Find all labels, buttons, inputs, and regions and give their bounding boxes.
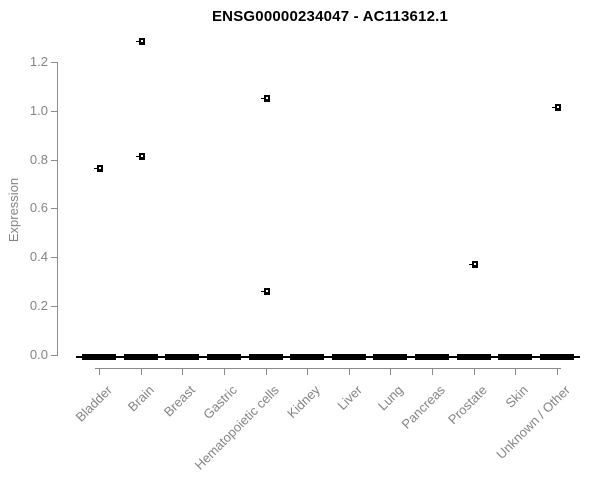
box-median-bar	[124, 354, 158, 360]
chart-title: ENSG00000234047 - AC113612.1	[211, 8, 449, 25]
outlier-left-tick	[552, 107, 555, 108]
y-tick-label: 1.0	[29, 103, 48, 118]
y-tick-label: 0.0	[29, 347, 48, 362]
y-tick-mark	[51, 257, 57, 258]
y-tick-label: 0.6	[29, 200, 48, 215]
box-median-bar	[457, 354, 491, 360]
outlier-square	[139, 38, 145, 45]
x-tick-mark	[557, 368, 558, 375]
x-tick-mark	[349, 368, 350, 375]
x-tick-mark	[99, 368, 100, 375]
outlier-left-tick	[136, 156, 139, 157]
box-median-bar	[290, 354, 324, 360]
outlier-square	[264, 95, 270, 102]
y-tick-mark	[51, 62, 57, 63]
outlier-left-tick	[136, 41, 139, 42]
box-median-bar	[415, 354, 449, 360]
y-tick-mark	[51, 208, 57, 209]
x-tick-mark	[182, 368, 183, 375]
x-tick-mark	[307, 368, 308, 375]
outlier-square	[264, 288, 270, 295]
outlier-point	[469, 261, 479, 268]
y-tick-mark	[51, 306, 57, 307]
box-median-bar	[498, 354, 532, 360]
outlier-square	[97, 165, 103, 172]
box-median-bar	[82, 354, 116, 360]
outlier-left-tick	[94, 168, 97, 169]
y-axis-line	[57, 62, 58, 356]
outlier-point	[136, 153, 146, 160]
box-median-bar	[332, 354, 366, 360]
box-median-bar	[373, 354, 407, 360]
outlier-left-tick	[261, 98, 264, 99]
box-median-bar	[540, 354, 574, 360]
x-tick-mark	[141, 368, 142, 375]
outlier-square	[139, 153, 145, 160]
outlier-left-tick	[469, 264, 472, 265]
outlier-point	[552, 104, 562, 111]
x-tick-mark	[515, 368, 516, 375]
y-tick-label: 0.8	[29, 152, 48, 167]
y-tick-label: 1.2	[29, 54, 48, 69]
outlier-point	[94, 165, 104, 172]
outlier-square	[472, 261, 478, 268]
x-axis-line	[95, 368, 561, 369]
outlier-point	[261, 288, 271, 295]
outlier-point	[261, 95, 271, 102]
box-median-bar	[165, 354, 199, 360]
outlier-point	[136, 38, 146, 45]
y-tick-mark	[51, 355, 57, 356]
y-tick-mark	[51, 111, 57, 112]
x-tick-mark	[432, 368, 433, 375]
box-median-bar	[249, 354, 283, 360]
box-median-bar	[207, 354, 241, 360]
outlier-square	[555, 104, 561, 111]
outlier-left-tick	[261, 291, 264, 292]
x-tick-mark	[474, 368, 475, 375]
x-tick-mark	[390, 368, 391, 375]
x-tick-mark	[224, 368, 225, 375]
y-tick-label: 0.4	[29, 249, 48, 264]
x-tick-mark	[266, 368, 267, 375]
y-tick-label: 0.2	[29, 298, 48, 313]
y-tick-mark	[51, 160, 57, 161]
